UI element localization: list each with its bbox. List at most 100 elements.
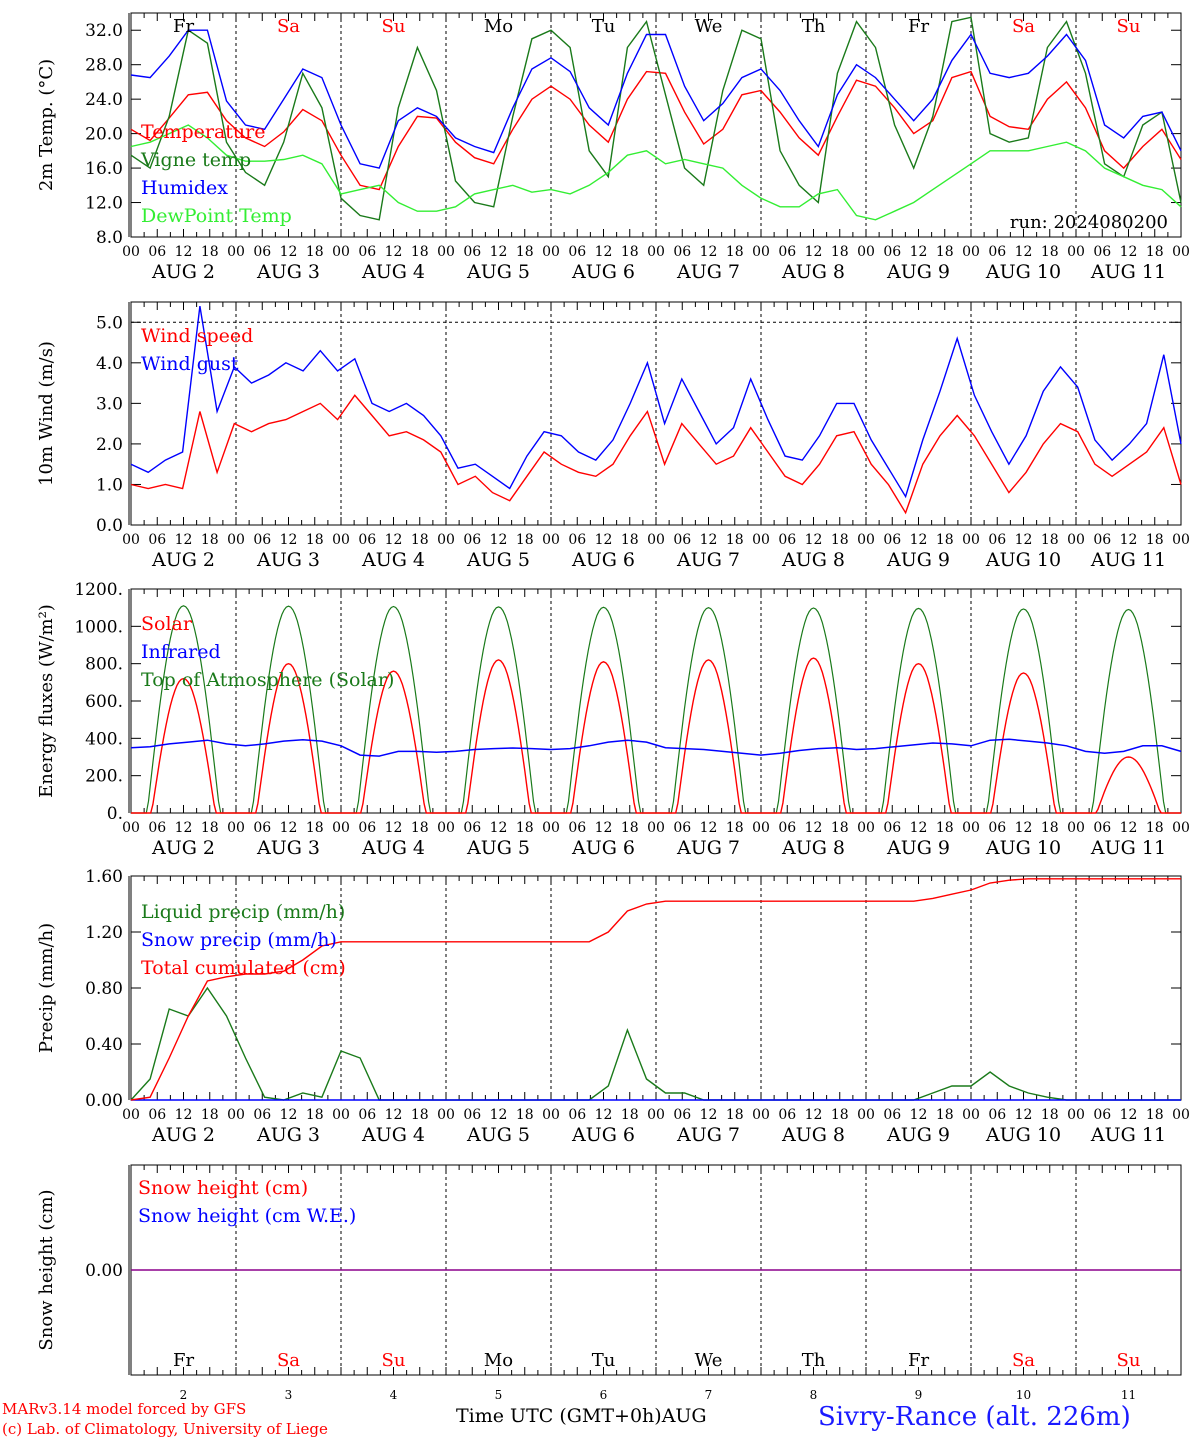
- x-hour-label: 18: [936, 820, 954, 836]
- x-hour-label: 00: [857, 532, 875, 548]
- temperature-line: [130, 70, 1182, 191]
- x-hour-label: 06: [1093, 1107, 1111, 1123]
- x-hour-label: 18: [1041, 1107, 1059, 1123]
- x-hour-label: 12: [910, 532, 928, 548]
- x-hour-label: 06: [673, 532, 691, 548]
- dewpoint-temp-line: [130, 124, 1182, 221]
- x-date-label: AUG 2: [151, 1124, 215, 1146]
- x-hour-label: 06: [778, 244, 796, 260]
- model-credit: MARv3.14 model forced by GFS: [2, 1400, 247, 1418]
- x-date-label: AUG 2: [151, 549, 215, 571]
- x-hour-label: 00: [857, 820, 875, 836]
- x-hour-label: 18: [306, 820, 324, 836]
- x-hour-label: 00: [962, 820, 980, 836]
- x-hour-label: 00: [857, 1107, 875, 1123]
- x-hour-label: 06: [778, 1107, 796, 1123]
- x-hour-label: 12: [1015, 532, 1033, 548]
- x-hour-label: 12: [805, 244, 823, 260]
- x-hour-label: 06: [358, 820, 376, 836]
- x-hour-label: 00: [1067, 244, 1085, 260]
- x-hour-label: 18: [936, 532, 954, 548]
- x-hour-label: 12: [490, 820, 508, 836]
- x-date-label: AUG 10: [985, 261, 1061, 283]
- weekday-label: Su: [1117, 16, 1141, 37]
- x-date-label: AUG 6: [571, 837, 635, 859]
- x-hour-label: 18: [1146, 1107, 1164, 1123]
- wind-gust-line: [130, 305, 1182, 499]
- y-axis-label: Energy fluxes (W/m²): [36, 604, 57, 798]
- x-date-label: AUG 6: [571, 1124, 635, 1146]
- x-date-label: AUG 9: [886, 837, 950, 859]
- x-date-label: AUG 10: [985, 1124, 1061, 1146]
- day-number-label: 8: [810, 1388, 818, 1402]
- x-date-label: AUG 3: [256, 1124, 320, 1146]
- run-label: run: 2024080200: [1010, 212, 1168, 233]
- x-hour-label: 06: [883, 820, 901, 836]
- x-hour-label: 00: [227, 1107, 245, 1123]
- x-hour-label: 06: [463, 244, 481, 260]
- x-date-label: AUG 11: [1090, 261, 1166, 283]
- x-date-label: AUG 8: [781, 261, 845, 283]
- y-tick-label: 1.60: [85, 867, 123, 887]
- y-axis-label: Snow height (cm): [36, 1189, 57, 1350]
- weekday-label: Fr: [908, 16, 929, 37]
- x-hour-label: 06: [463, 1107, 481, 1123]
- x-date-label: AUG 4: [361, 837, 425, 859]
- lab-credit: (c) Lab. of Climatology, University of L…: [2, 1420, 328, 1438]
- x-hour-label: 12: [1120, 244, 1138, 260]
- x-hour-label: 00: [332, 820, 350, 836]
- weekday-label: Sa: [1012, 1350, 1035, 1371]
- x-hour-label: 00: [752, 532, 770, 548]
- x-hour-label: 00: [1067, 1107, 1085, 1123]
- y-axis-label: Precip (mm/h): [36, 923, 57, 1053]
- x-date-label: AUG 9: [886, 261, 950, 283]
- x-hour-label: 00: [437, 820, 455, 836]
- y-tick-label: 28.0: [85, 56, 123, 76]
- x-date-label: AUG 2: [151, 261, 215, 283]
- weekday-label: Sa: [277, 1350, 300, 1371]
- x-hour-label: 00: [962, 1107, 980, 1123]
- x-hour-label: 00: [122, 532, 140, 548]
- weekday-label: Fr: [173, 16, 194, 37]
- x-hour-label: 00: [1172, 820, 1190, 836]
- humidex-line: [130, 29, 1182, 169]
- x-hour-label: 12: [700, 1107, 718, 1123]
- x-hour-label: 12: [910, 820, 928, 836]
- day-number-label: 2: [180, 1388, 188, 1402]
- y-tick-label: 3.0: [96, 394, 123, 414]
- x-hour-label: 18: [1146, 244, 1164, 260]
- x-hour-label: 06: [883, 532, 901, 548]
- x-hour-label: 18: [306, 244, 324, 260]
- y-tick-label: 0.: [107, 804, 123, 824]
- y-tick-label: 400.: [85, 729, 123, 749]
- y-tick-label: 1.20: [85, 923, 123, 943]
- x-hour-label: 06: [358, 244, 376, 260]
- x-date-label: AUG 5: [466, 837, 530, 859]
- x-date-label: AUG 2: [151, 837, 215, 859]
- x-hour-label: 00: [752, 244, 770, 260]
- x-hour-label: 12: [910, 1107, 928, 1123]
- solar-line: [131, 657, 1181, 814]
- x-hour-label: 06: [988, 1107, 1006, 1123]
- x-hour-label: 12: [175, 532, 193, 548]
- weekday-label: Tu: [592, 1350, 616, 1371]
- total-cumulated-cm-line: [130, 878, 1181, 1101]
- x-hour-label: 06: [463, 820, 481, 836]
- y-tick-label: 1200.: [74, 580, 123, 600]
- x-hour-label: 18: [516, 532, 534, 548]
- x-hour-label: 18: [201, 1107, 219, 1123]
- x-hour-label: 06: [358, 1107, 376, 1123]
- x-hour-label: 12: [490, 532, 508, 548]
- weekday-label: We: [695, 16, 723, 37]
- x-date-label: AUG 11: [1090, 549, 1166, 571]
- x-hour-label: 18: [936, 244, 954, 260]
- x-hour-label: 18: [831, 1107, 849, 1123]
- x-hour-label: 18: [1146, 532, 1164, 548]
- x-hour-label: 12: [1120, 1107, 1138, 1123]
- x-hour-label: 06: [1093, 532, 1111, 548]
- y-tick-label: 32.0: [85, 21, 123, 41]
- x-hour-label: 18: [411, 820, 429, 836]
- x-hour-label: 06: [883, 244, 901, 260]
- x-hour-label: 12: [595, 820, 613, 836]
